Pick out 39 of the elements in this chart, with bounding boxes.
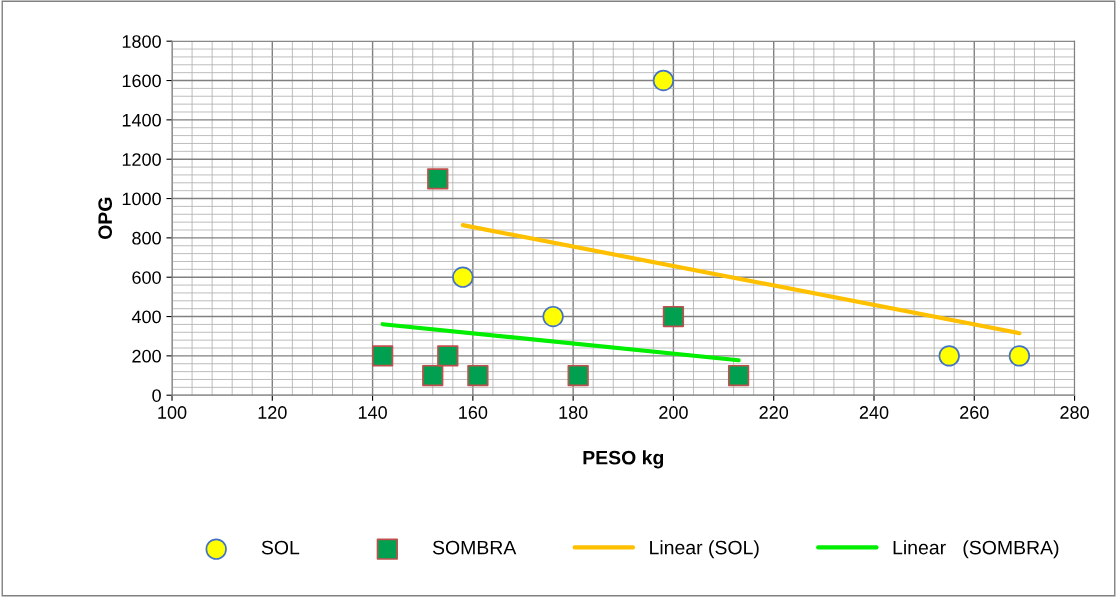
point <box>662 305 685 328</box>
point <box>422 364 444 387</box>
x-tick-label: 140 <box>358 406 387 419</box>
x-tick-label: 120 <box>258 406 287 419</box>
point <box>567 364 589 387</box>
y-tick-label: 200 <box>132 349 161 363</box>
point <box>542 305 564 328</box>
y-tick-label: 1200 <box>122 153 161 166</box>
x-tick-label: 280 <box>1060 406 1089 419</box>
point <box>467 364 489 387</box>
y-tick-label: 800 <box>132 231 161 245</box>
point <box>437 345 459 367</box>
y-tick-label: 1600 <box>122 74 161 88</box>
x-tick-label: 100 <box>158 406 187 419</box>
y-axis-title: OPG <box>98 197 113 240</box>
y-tick-label: 400 <box>131 310 161 324</box>
y-tick-label: 1800 <box>122 35 161 48</box>
point <box>652 69 675 92</box>
point <box>938 345 960 367</box>
x-tick-label: 260 <box>960 406 989 419</box>
y-tick-label: 0 <box>152 389 161 402</box>
x-axis-title: PESO kg <box>583 450 664 469</box>
y-tick-label: 1400 <box>122 113 161 127</box>
point <box>452 266 474 288</box>
legend-label: SOMBRA <box>432 540 517 555</box>
x-tick-label: 200 <box>659 406 688 419</box>
point <box>371 345 394 367</box>
legend-label: Linear (SOL) <box>650 540 759 559</box>
x-tick-label: 220 <box>759 406 789 419</box>
x-tick-label: 240 <box>859 406 889 419</box>
x-tick-label: 160 <box>459 406 488 419</box>
point <box>727 364 750 387</box>
point <box>1008 345 1031 367</box>
x-tick-label: 180 <box>559 406 588 419</box>
legend-label: SOL <box>261 540 300 555</box>
point <box>427 168 449 190</box>
y-tick-label: 1000 <box>122 192 161 206</box>
legend-label: Linear (SOMBRA) <box>893 540 1059 559</box>
y-tick-label: 600 <box>132 271 161 284</box>
